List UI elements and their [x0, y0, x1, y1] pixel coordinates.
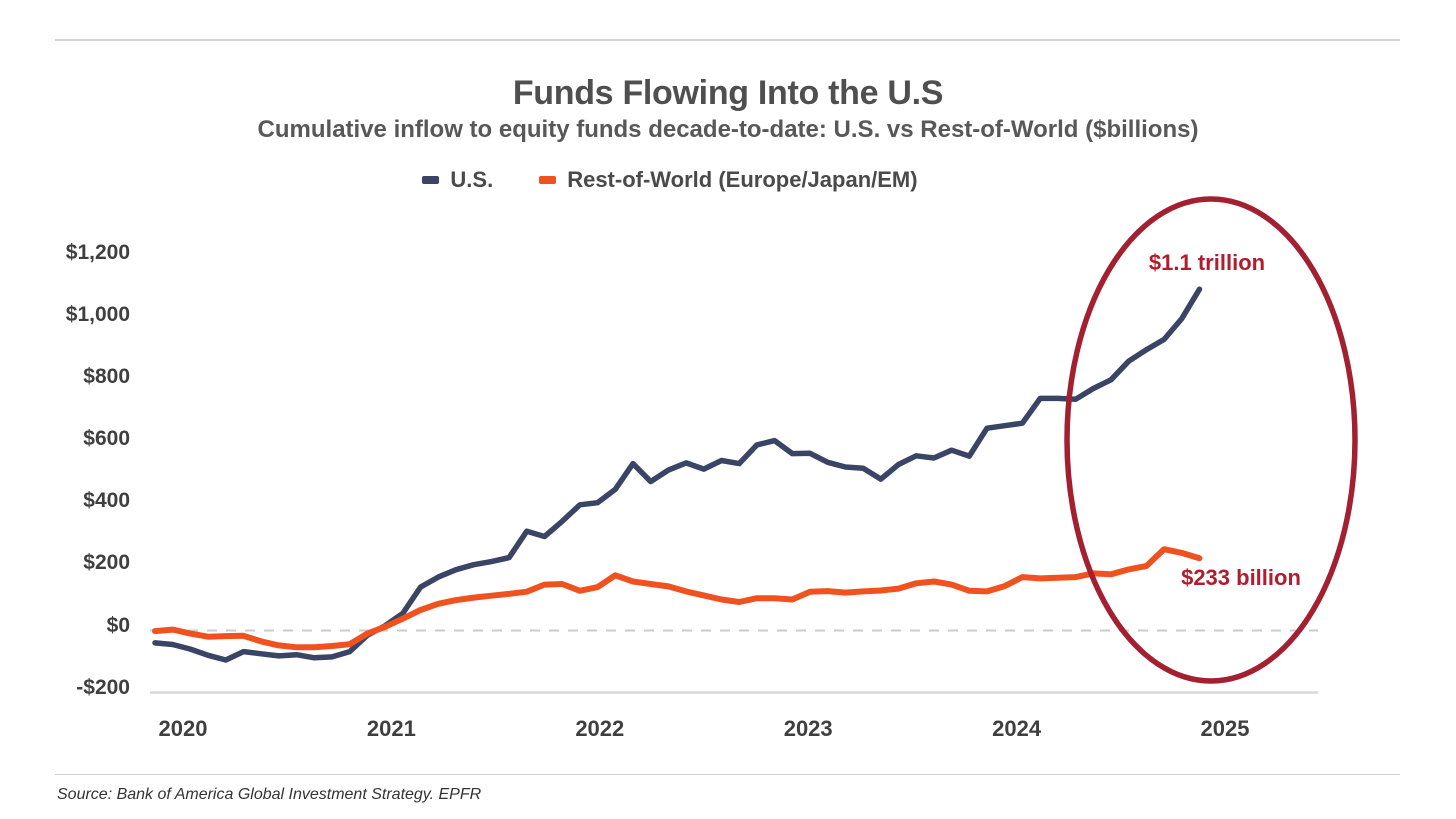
- top-divider: [55, 39, 1400, 41]
- row-end-annotation: $233 billion: [1181, 565, 1301, 590]
- y-tick-label: $1,200: [65, 241, 130, 265]
- us-end-annotation: $1.1 trillion: [1148, 250, 1266, 275]
- y-tick-label: $1,000: [65, 303, 130, 327]
- legend-label: Rest-of-World (Europe/Japan/EM): [567, 167, 918, 192]
- y-tick-label: -$200: [76, 675, 130, 699]
- legend-label: U.S.: [450, 167, 494, 192]
- y-tick-label: $600: [83, 427, 130, 451]
- y-tick-label: $400: [83, 489, 130, 513]
- chart-title: Funds Flowing Into the U.S: [512, 74, 944, 112]
- legend-swatch-icon: [539, 176, 557, 184]
- source-note: Source: Bank of America Global Investmen…: [57, 786, 482, 803]
- x-tick-label: 2023: [783, 716, 833, 741]
- x-tick-label: 2022: [575, 716, 625, 741]
- series-line-rest-of-world: [152, 546, 1203, 651]
- x-tick-label: 2025: [1200, 716, 1250, 741]
- y-tick-label: $800: [83, 365, 130, 389]
- legend-item-rest-of-world: Rest-of-World (Europe/Japan/EM): [539, 167, 918, 193]
- x-tick-label: 2021: [366, 716, 416, 741]
- y-tick-label: $0: [106, 613, 130, 637]
- series-line-us: [152, 286, 1203, 663]
- chart-legend: U.S. Rest-of-World (Europe/Japan/EM): [0, 167, 1340, 193]
- source-divider: [55, 774, 1400, 775]
- y-tick-label: $200: [83, 551, 130, 575]
- chart-subtitle: Cumulative inflow to equity funds decade…: [257, 116, 1199, 143]
- legend-item-us: U.S.: [422, 167, 493, 193]
- legend-swatch-icon: [422, 176, 440, 184]
- highlight-ellipse: [1064, 196, 1358, 684]
- x-tick-label: 2020: [158, 716, 208, 741]
- x-tick-label: 2024: [992, 716, 1042, 741]
